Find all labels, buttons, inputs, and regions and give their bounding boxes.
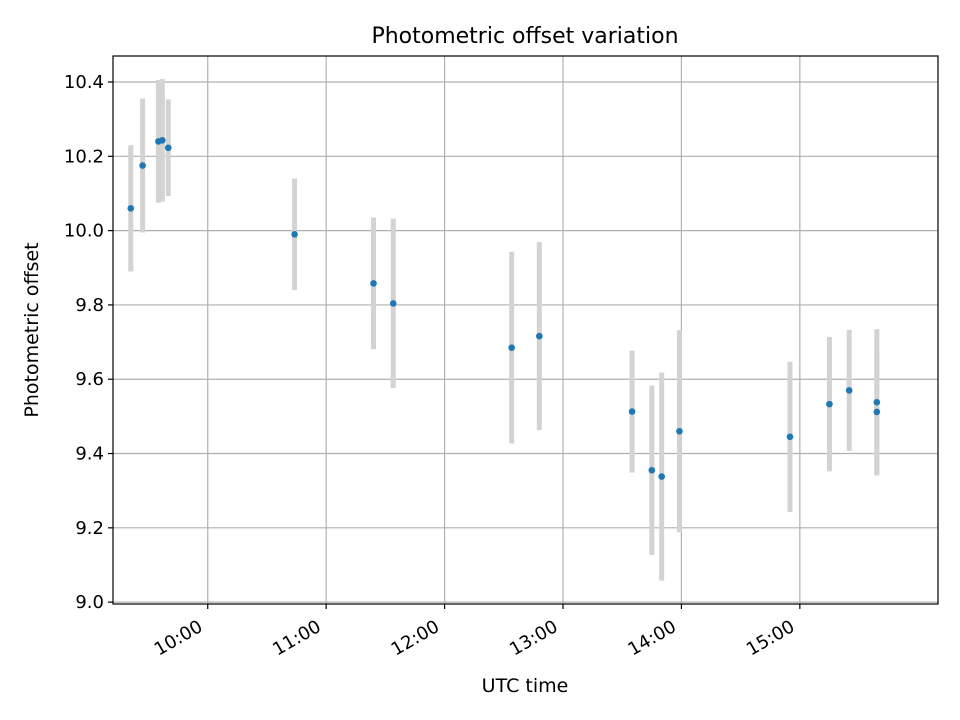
data-point <box>389 300 397 307</box>
data-point <box>508 344 515 351</box>
data-point <box>826 400 833 408</box>
data-point <box>370 280 377 287</box>
data-point <box>536 332 543 340</box>
data-point <box>291 231 298 238</box>
data-point <box>873 408 881 416</box>
y-tick-label: 10.2 <box>64 146 104 167</box>
plot-area-frame <box>112 55 939 605</box>
data-points <box>127 137 881 480</box>
y-axis-ticks: 9.0 9.2 9.4 9.6 9.8 10.0 10.2 10.4 <box>64 72 113 613</box>
data-point <box>648 466 656 474</box>
data-point <box>658 473 665 480</box>
data-point <box>139 162 146 169</box>
data-point <box>873 398 881 406</box>
y-tick-label: 9.4 <box>75 444 104 465</box>
y-axis-label: Photometric offset <box>21 242 43 417</box>
y-tick-label: 9.2 <box>75 518 104 539</box>
data-point <box>845 387 853 394</box>
y-tick-label: 9.0 <box>75 592 104 613</box>
grid-lines <box>113 56 938 604</box>
y-tick-label: 9.8 <box>75 295 104 316</box>
data-point <box>786 433 794 441</box>
data-point <box>159 137 166 144</box>
data-point <box>676 427 683 435</box>
x-axis-label: UTC time <box>482 675 569 697</box>
chart-title: Photometric offset variation <box>371 24 678 49</box>
y-tick-label: 10.0 <box>64 221 104 242</box>
y-tick-label: 9.6 <box>75 369 104 390</box>
data-point <box>127 205 135 212</box>
data-point <box>164 144 172 152</box>
y-tick-label: 10.4 <box>64 72 104 93</box>
data-point <box>628 408 636 415</box>
